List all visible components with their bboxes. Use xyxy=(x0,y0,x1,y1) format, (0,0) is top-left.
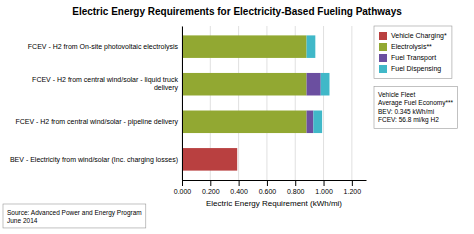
text-line: BEV - Electricity from wind/solar (Inc. … xyxy=(10,156,178,164)
text-line: BEV: 0.345 kWh/mi xyxy=(378,108,434,115)
x-tick-mark xyxy=(324,180,325,186)
y-tick: FCEV - H2 from central wind/solar - pipe… xyxy=(15,118,178,126)
x-tick: 0.200 xyxy=(202,180,220,195)
bar-series xyxy=(182,148,237,171)
x-tick-mark xyxy=(182,180,183,186)
x-tick-label: 0.800 xyxy=(287,188,305,195)
y-tick-label: FCEV - H2 from central wind/solar - liqu… xyxy=(32,76,178,92)
bar-series xyxy=(307,35,330,133)
annotation-text: Vehicle FleetAverage Fuel Economy***BEV:… xyxy=(378,91,454,124)
y-tick-label: FCEV - H2 from central wind/solar - pipe… xyxy=(15,118,178,126)
bar xyxy=(182,73,307,96)
x-tick-mark xyxy=(267,180,268,186)
y-axis: FCEV - H2 from On-site photovoltaic elec… xyxy=(10,27,183,181)
bar xyxy=(313,111,322,134)
x-tick-label: 0.200 xyxy=(202,188,220,195)
x-tick-label: 0.000 xyxy=(174,188,192,195)
legend: Vehicle Charging* Electrolysis** Fuel Tran… xyxy=(374,26,452,78)
x-tick: 0.800 xyxy=(287,180,305,195)
y-tick: FCEV - H2 from On-site photovoltaic elec… xyxy=(28,43,179,51)
x-tick-mark xyxy=(239,180,240,186)
annotation-frame xyxy=(374,86,458,128)
x-axis-title: Electric Energy Requirement (kWh/mi) xyxy=(206,199,342,208)
bar-series xyxy=(182,35,307,133)
legend-item: Fuel Dispensing xyxy=(379,65,441,73)
bar xyxy=(182,111,307,134)
x-tick-mark xyxy=(352,180,353,186)
x-tick-label: 0.600 xyxy=(259,188,277,195)
y-tick: FCEV - H2 from central wind/solar - liqu… xyxy=(32,76,178,92)
x-tick-mark xyxy=(210,180,211,186)
legend-label: Vehicle Charging* xyxy=(391,32,447,40)
bar xyxy=(321,73,330,96)
bar xyxy=(182,35,307,58)
x-tick: 1.000 xyxy=(315,180,333,195)
text-line: FCEV: 56.8 mi/kg H2 xyxy=(378,116,439,124)
x-tick: 0.000 xyxy=(174,180,192,195)
grid xyxy=(182,26,352,180)
legend-label: Electrolysis** xyxy=(391,43,432,51)
bar xyxy=(307,73,321,96)
legend-swatch xyxy=(379,54,387,62)
y-tick-label: BEV - Electricity from wind/solar (Inc. … xyxy=(10,156,178,164)
legend-swatch xyxy=(379,65,387,73)
bars xyxy=(182,35,329,170)
plot: 0.000 0.200 0.400 0.600 0.800 1.000 1.200Elect… xyxy=(10,26,367,208)
bar xyxy=(182,148,237,171)
y-tick: BEV - Electricity from wind/solar (Inc. … xyxy=(10,156,178,164)
annotation: Vehicle FleetAverage Fuel Economy***BEV:… xyxy=(374,86,458,128)
grid-line xyxy=(323,26,324,180)
x-tick: 1.200 xyxy=(344,180,362,195)
y-axis-line xyxy=(182,27,183,181)
bar xyxy=(307,111,314,134)
legend-frame xyxy=(374,26,452,78)
bar xyxy=(307,35,316,58)
annotation-frame xyxy=(3,204,146,228)
text-line: FCEV - H2 from On-site photovoltaic elec… xyxy=(28,43,179,51)
grid-line xyxy=(351,26,352,180)
title: Electric Energy Requirements for Electri… xyxy=(72,6,402,17)
legend-swatch xyxy=(379,43,387,51)
legend-item: Electrolysis** xyxy=(379,43,432,51)
x-tick-label: 1.200 xyxy=(344,188,362,195)
x-tick: 0.600 xyxy=(259,180,277,195)
legend-label: Fuel Transport xyxy=(391,54,436,62)
legend-swatch xyxy=(379,32,387,40)
chart: Electric Energy Requirements for Electri… xyxy=(0,0,474,234)
x-axis-line xyxy=(183,180,367,181)
x-axis: 0.000 0.200 0.400 0.600 0.800 1.000 1.200 xyxy=(174,180,367,195)
x-tick-label: 0.400 xyxy=(230,188,248,195)
x-tick-mark xyxy=(295,180,296,186)
bar xyxy=(237,148,238,171)
text-line: Average Fuel Economy*** xyxy=(378,99,454,107)
annotation-text: Source: Advanced Power and Energy Progra… xyxy=(7,209,142,224)
annotation: Source: Advanced Power and Energy Progra… xyxy=(3,204,146,228)
text-line: FCEV - H2 from central wind/solar - pipe… xyxy=(15,118,178,126)
x-tick: 0.400 xyxy=(230,180,248,195)
grid-line xyxy=(182,26,183,180)
x-tick-label: 1.000 xyxy=(315,188,333,195)
legend-label: Fuel Dispensing xyxy=(391,65,441,73)
y-tick-label: FCEV - H2 from On-site photovoltaic elec… xyxy=(28,43,179,51)
legend-item: Fuel Transport xyxy=(379,54,436,62)
bar xyxy=(237,148,238,171)
text-line: Vehicle Fleet xyxy=(378,91,415,98)
text-line: Source: Advanced Power and Energy Progra… xyxy=(7,209,142,217)
legend-item: Vehicle Charging* xyxy=(379,32,447,40)
text-line: delivery xyxy=(154,84,179,92)
text-line: June 2014 xyxy=(7,217,38,224)
text-line: FCEV - H2 from central wind/solar - liqu… xyxy=(32,76,178,84)
bar xyxy=(237,148,238,171)
